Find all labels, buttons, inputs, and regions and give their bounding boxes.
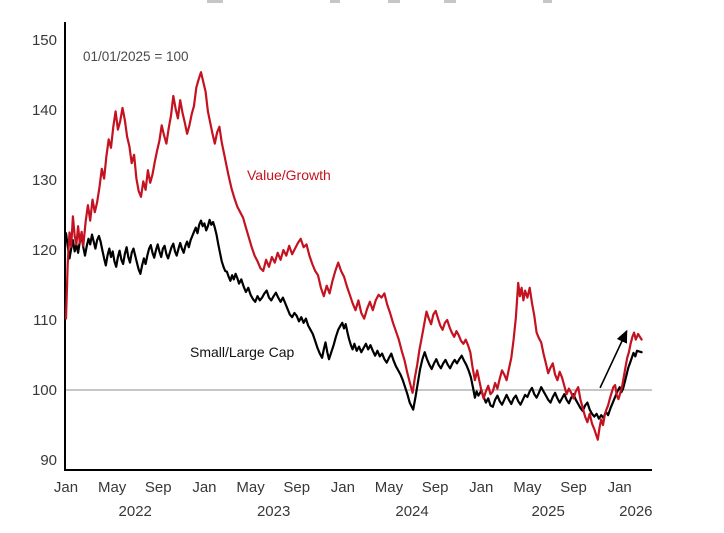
y-tick-label: 140 — [32, 102, 57, 119]
x-tick-label: May — [513, 479, 542, 496]
x-tick-label: Jan — [54, 479, 78, 496]
series-label-small-large-cap: Small/Large Cap — [190, 344, 294, 360]
trend-arrow — [599, 329, 628, 389]
series-line-small-large-cap — [64, 218, 643, 420]
cropped-title-fragment — [444, 0, 456, 3]
x-tick-label: Sep — [145, 479, 172, 496]
y-tick-label: 100 — [32, 382, 57, 399]
year-label: 2022 — [119, 503, 152, 520]
year-label: 2024 — [395, 503, 428, 520]
normalization-note: 01/01/2025 = 100 — [83, 49, 188, 64]
x-tick-label: Jan — [469, 479, 493, 496]
x-tick-label: May — [236, 479, 265, 496]
year-label: 2023 — [257, 503, 290, 520]
cropped-title-fragment — [388, 0, 400, 3]
y-tick-label: 90 — [40, 452, 57, 469]
y-tick-label: 130 — [32, 172, 57, 189]
cropped-title-fragment — [207, 0, 223, 3]
x-tick-label: Sep — [283, 479, 310, 496]
x-tick-label: Sep — [422, 479, 449, 496]
x-tick-label: Jan — [192, 479, 216, 496]
y-tick-label: 150 — [32, 32, 57, 49]
year-label: 2025 — [531, 503, 564, 520]
y-tick-label: 110 — [33, 312, 57, 329]
x-tick-label: May — [98, 479, 127, 496]
y-tick-label: 120 — [32, 242, 57, 259]
x-tick-label: Jan — [608, 479, 632, 496]
cropped-title-fragment — [543, 0, 552, 3]
plot-area: 90 100 110 120 130 140 150 Jan May Sep Jan May Sep Ja… — [32, 22, 653, 520]
x-tick-label: Jan — [331, 479, 355, 496]
series-line-value-growth — [64, 71, 643, 441]
year-label: 2026 — [619, 503, 652, 520]
x-tick-label: Sep — [560, 479, 587, 496]
cropped-title-fragment — [330, 0, 340, 3]
x-tick-label: May — [375, 479, 404, 496]
series-label-value-growth: Value/Growth — [247, 167, 331, 183]
